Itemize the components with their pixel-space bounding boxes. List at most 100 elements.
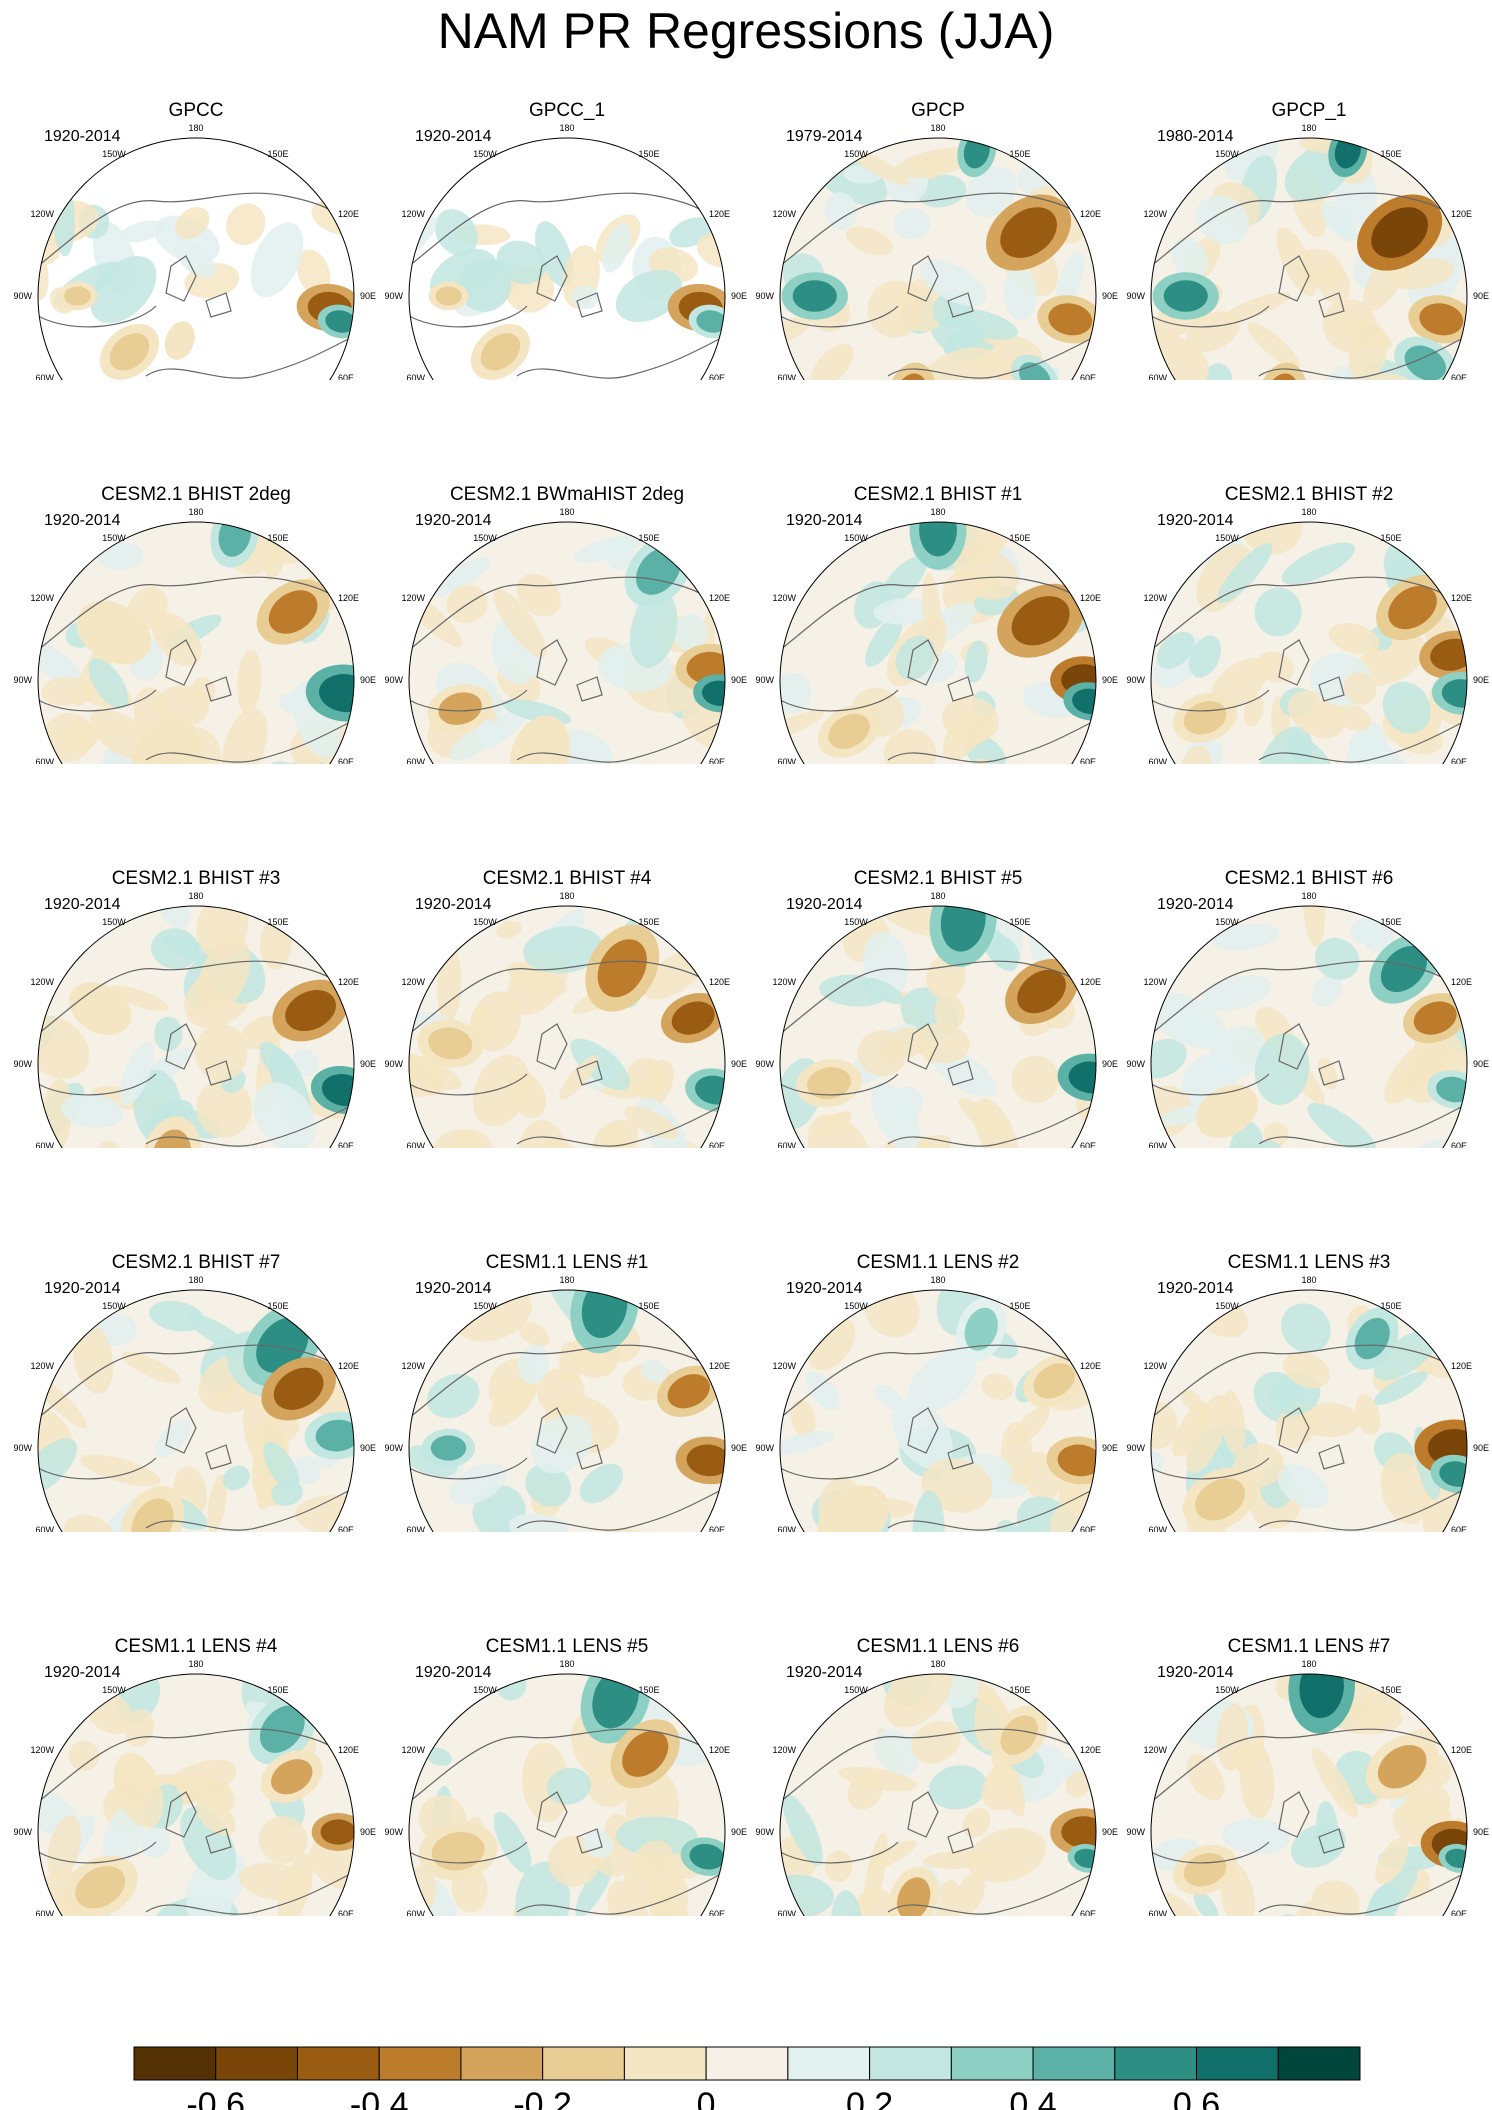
field-patch [814,1111,852,1138]
field-patch [780,672,812,713]
field-patch [964,716,995,748]
panel-title: CESM2.1 BHIST #7 [111,1252,281,1273]
map-border [1150,1673,1468,1916]
map-panel: CESM2.1 BHIST #3 1920-2014 180 150W 150E 120W… [10,768,382,1148]
longitude-label: 60W [1148,1909,1167,1916]
field-patch [1161,1106,1204,1126]
field-patch [981,1373,1014,1401]
colorbar-swatch [869,2046,952,2081]
map-panel: CESM2.1 BHIST #5 1920-2014 180 150W 150E 120W… [752,768,1124,1148]
anomaly-core [1354,1317,1390,1360]
panel-title: CESM2.1 BHIST #6 [1224,868,1394,889]
longitude-label: 90W [13,1827,32,1837]
longitude-label: 120E [709,1745,730,1755]
longitude-label: 120E [1451,593,1472,603]
map-panel: CESM2.1 BWmaHIST 2deg 1920-2014 180 150W 150… [381,384,753,764]
anomaly-core [1441,679,1467,708]
field-patch [1355,1394,1381,1436]
field-patch [88,658,129,709]
panel-period: 1920-2014 [44,1664,121,1681]
map-panel: CESM1.1 LENS #6 1920-2014 180 150W 150E 120W 1… [752,1536,1124,1916]
longitude-label: 120E [1080,1745,1101,1755]
longitude-label: 90E [731,291,747,301]
field-patch [445,1129,494,1148]
longitude-label: 120E [1080,1361,1101,1371]
longitude-label: 60W [777,1525,796,1532]
anomaly-core [320,1819,354,1845]
field-patch [151,928,200,970]
field-patch [1373,1371,1428,1405]
panel-title: CESM1.1 LENS #4 [114,1636,278,1657]
anomaly-core [285,990,336,1032]
longitude-label: 150E [638,533,659,543]
longitude-label: 150W [844,149,868,159]
longitude-label: 150W [1215,1685,1239,1695]
longitude-label: 150E [1009,1685,1030,1695]
longitude-label: 90W [384,1443,403,1453]
field-patch [1193,1890,1219,1916]
field-patch [263,1441,300,1492]
longitude-label: 60W [1148,757,1167,764]
field-patch [615,269,683,323]
field-patch [292,1049,319,1077]
longitude-label: 150E [1009,149,1030,159]
field-patch [1311,974,1342,1007]
polar-map: 180150W150E120W120E90W90E60W60E30W30E0 [384,1275,747,1532]
field-patch [917,174,967,208]
longitude-label: 120W [772,1361,796,1371]
map-panel: CESM1.1 LENS #1 1920-2014 180 150W 150E 120W 1… [381,1152,753,1532]
field-patch [1314,938,1360,980]
polar-map: 180150W150E120W120E90W90E60W60E30W30E0 [755,1275,1118,1532]
map-field [409,906,725,1148]
colorbar-tick-label: 0.6 [1173,2086,1220,2110]
field-patch [1303,906,1325,947]
map-field [780,1674,1096,1916]
colorbar-swatch [460,2046,544,2081]
colorbar-swatch [1277,2046,1361,2081]
field-patch [38,1438,78,1496]
longitude-label: 60W [35,373,54,380]
longitude-label: 150E [1380,1685,1401,1695]
colorbar-tick-label: 0.4 [1009,2086,1056,2110]
longitude-label: 90W [1126,291,1145,301]
longitude-label: 120E [1080,209,1101,219]
field-patch [531,1414,593,1474]
field-patch [673,613,708,652]
longitude-label: 60W [777,757,796,764]
field-patch [196,1079,253,1138]
field-patch [629,590,678,668]
polar-map: 180150W150E120W120E90W90E60W60E30W30E0 [13,123,376,380]
anomaly-core [1017,969,1066,1014]
field-patch [911,1720,961,1764]
panel-period: 1920-2014 [44,1280,121,1297]
field-patch [790,1399,816,1438]
colorbar-tick-label: 0.2 [846,2086,893,2110]
field-patch [493,589,547,658]
longitude-label: 90E [731,675,747,685]
field-patch [825,1850,853,1883]
anomaly-core [151,1129,192,1148]
polar-map: 180150W150E120W120E90W90E60W60E30W30E0 [755,891,1118,1148]
map-border [1150,521,1468,764]
field-patch [449,722,502,761]
field-patch [1200,975,1272,1012]
longitude-label: 150W [102,533,126,543]
polar-map: 180150W150E120W120E90W90E60W60E30W30E0 [13,507,376,764]
anomaly-core [1413,1001,1457,1035]
anomaly-core [897,1877,931,1916]
panel-period: 1920-2014 [415,896,492,913]
map-field [38,1290,354,1532]
map-field [780,1290,1096,1532]
longitude-label: 120W [1143,1745,1167,1755]
colorbar-swatch [787,2046,871,2081]
anomaly-core [1163,280,1208,312]
longitude-label: 60E [1080,1141,1096,1148]
longitude-label: 60W [1148,1525,1167,1532]
longitude-label: 60E [338,1525,354,1532]
anomaly-core [919,522,957,557]
longitude-label: 60W [1148,1141,1167,1148]
field-patch [97,541,144,571]
anomaly-core [315,1419,354,1452]
map-panel: GPCC_1 1920-2014 180 150W 150E 120W 120E 90W 90E… [381,0,753,380]
field-patch [847,148,910,186]
